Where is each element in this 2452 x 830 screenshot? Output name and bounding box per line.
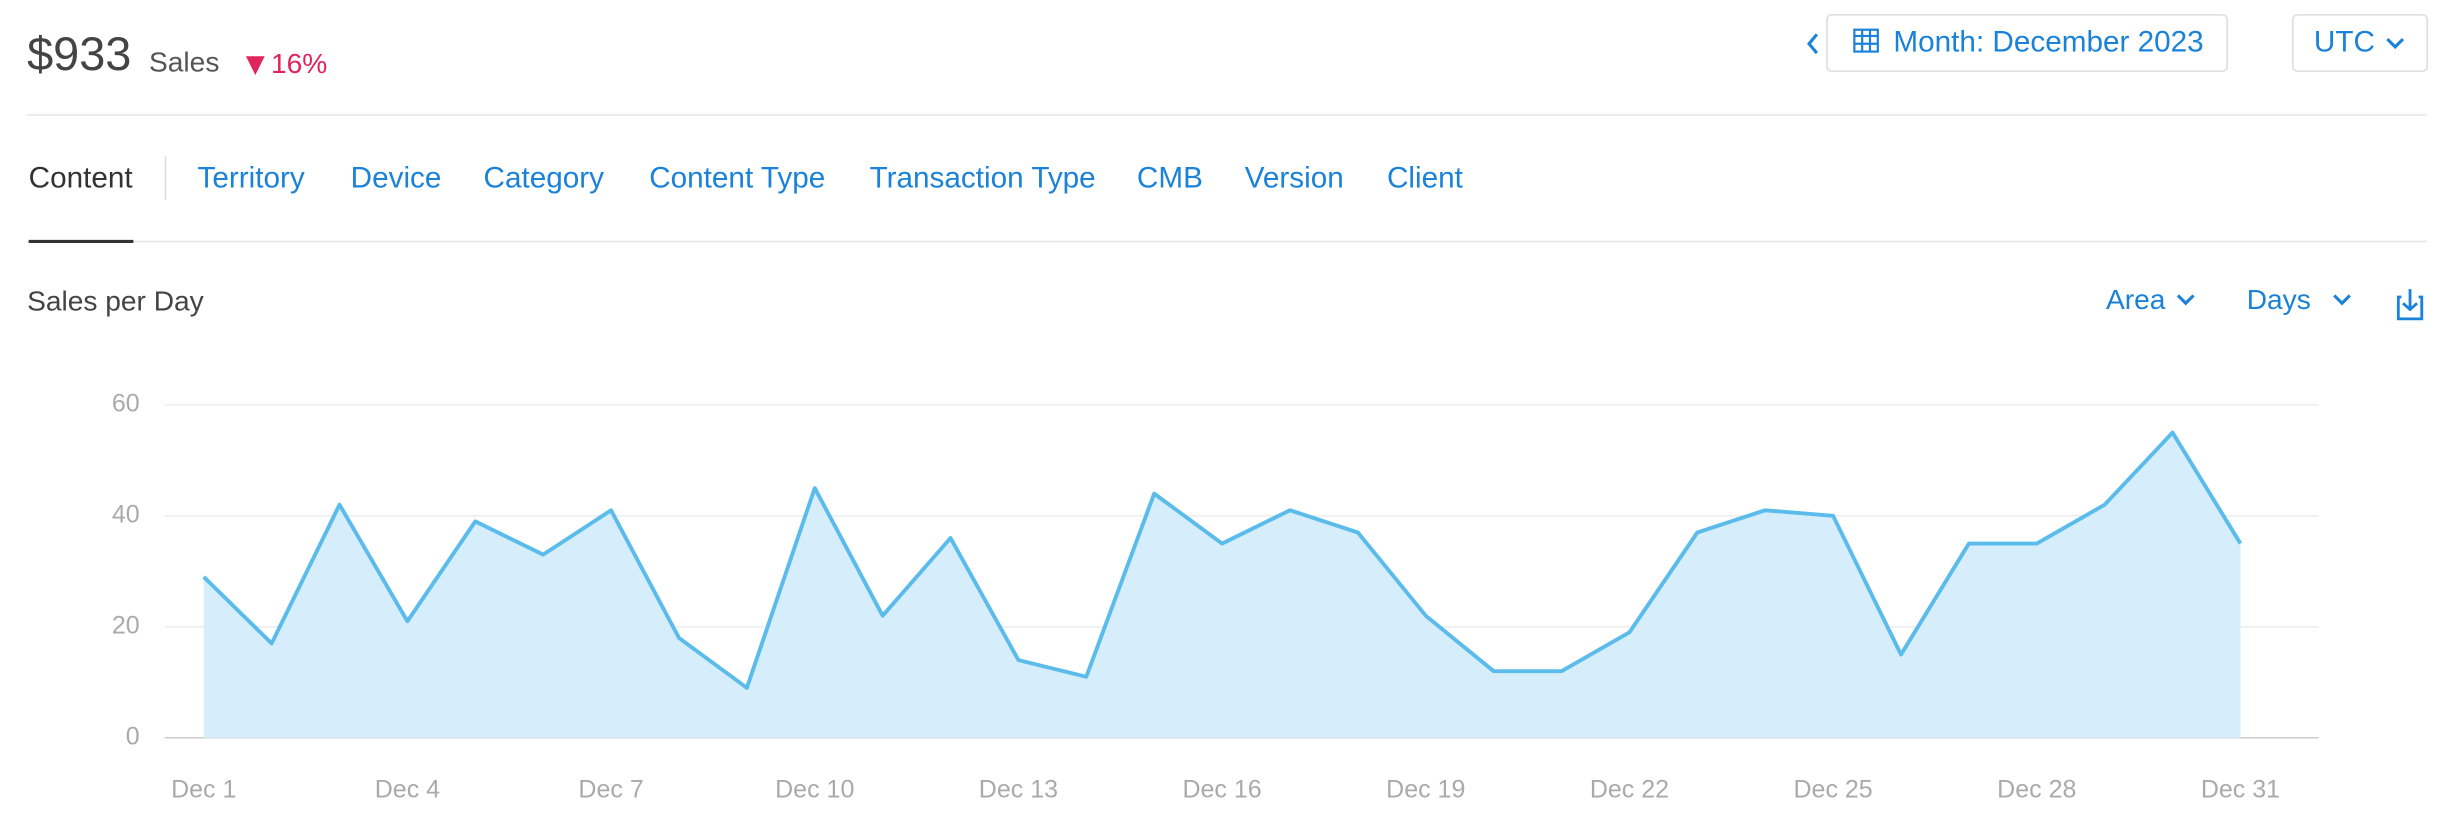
chevron <box>2176 294 2195 306</box>
area-fill <box>203 432 2241 738</box>
y-tick-label: 60 <box>112 389 140 417</box>
x-tick-label: Dec 4 <box>375 776 440 804</box>
timezone-button[interactable] <box>2292 14 2429 72</box>
chart: 0 20 40 60 Dec 1 Dec 4 Dec 7 Dec 10 Dec 13 Dec 16… <box>112 389 2319 804</box>
tabs: Content Territory Device Category Content Ty… <box>29 162 1464 195</box>
x-tick-label: Dec 16 <box>1182 776 1261 804</box>
download-icon[interactable] <box>2396 289 2424 321</box>
granularity[interactable]: Days <box>2247 284 2311 315</box>
chevron <box>2386 37 2405 50</box>
y-tick-label: 20 <box>112 611 140 639</box>
x-tick-label: Dec 19 <box>1386 776 1465 804</box>
tab[interactable]: Content Type <box>649 162 825 195</box>
x-tick-label: Dec 31 <box>2201 776 2280 804</box>
tab[interactable]: Transaction Type <box>870 162 1096 195</box>
tab[interactable]: Category <box>484 162 605 195</box>
prev-period[interactable] <box>1806 33 1819 55</box>
x-tick-label: Dec 22 <box>1590 776 1669 804</box>
tab[interactable]: Territory <box>197 162 304 195</box>
y-tick-label: 0 <box>126 722 140 750</box>
x-tick-label: Dec 7 <box>578 776 643 804</box>
x-tick-label: Dec 25 <box>1793 776 1872 804</box>
tab[interactable]: CMB <box>1137 162 1203 195</box>
calendar-icon <box>1853 28 1879 53</box>
x-tick-label: Dec 13 <box>979 776 1058 804</box>
x-tick-label: Dec 28 <box>1997 776 2076 804</box>
period-label[interactable]: Month: December 2023 <box>1893 26 2203 59</box>
tab[interactable]: Device <box>351 162 442 195</box>
tab[interactable]: Content <box>29 162 134 195</box>
timezone-label[interactable]: UTC <box>2314 26 2375 59</box>
sales-label: Sales <box>149 47 219 78</box>
sales-change: 16% <box>271 48 327 79</box>
tab[interactable]: Client <box>1387 162 1464 195</box>
x-tick-label: Dec 1 <box>171 776 236 804</box>
x-tick-label: Dec 10 <box>775 776 854 804</box>
area-line <box>202 430 2243 690</box>
chart-title: Sales per Day <box>27 286 204 317</box>
period-button[interactable] <box>1826 14 2228 72</box>
tab[interactable]: Version <box>1245 162 1344 195</box>
y-tick-label: 40 <box>112 500 140 528</box>
down-arrow <box>245 56 265 76</box>
sales-amount: $933 <box>27 28 131 80</box>
chart-style[interactable]: Area <box>2106 284 2166 315</box>
chevron <box>2333 294 2351 306</box>
